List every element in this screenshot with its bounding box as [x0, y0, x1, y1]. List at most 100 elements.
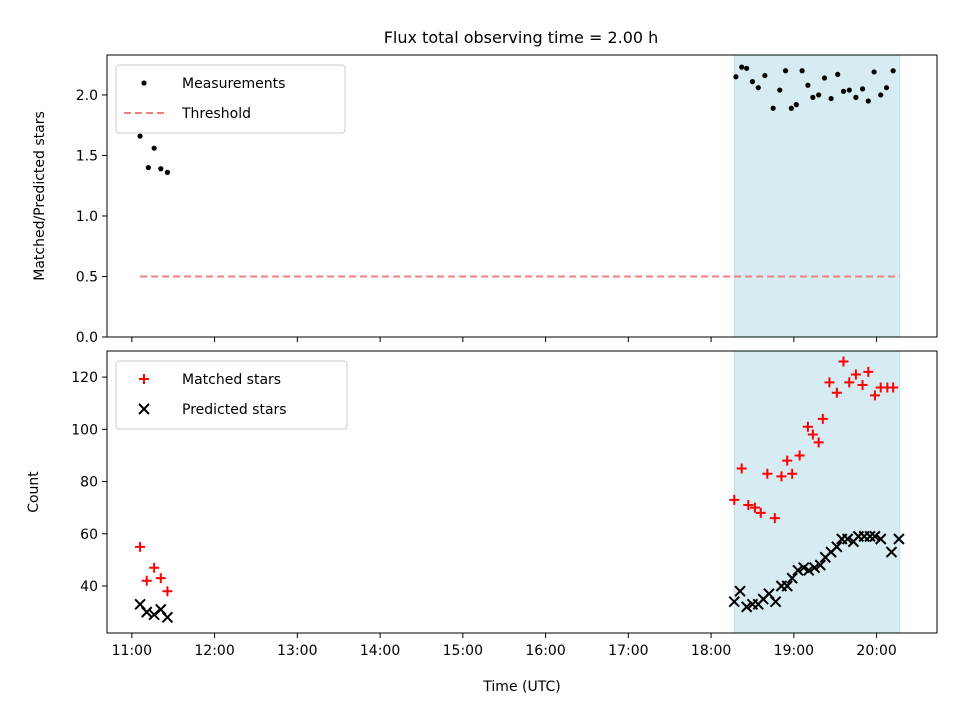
legend-label: Measurements	[182, 76, 285, 92]
y-tick-label: 80	[80, 475, 98, 491]
matched-star-point	[769, 513, 780, 524]
measurement-point	[770, 105, 776, 111]
measurement-point	[733, 74, 739, 80]
x-tick-label: 18:00	[691, 643, 731, 659]
y-axis-label: Matched/Predicted stars	[32, 111, 48, 281]
measurement-point	[883, 85, 890, 91]
measurement-point	[744, 65, 750, 71]
legend-marker-measurements	[141, 80, 147, 86]
measurement-point	[158, 166, 164, 172]
series-predicted-stars	[134, 530, 905, 624]
y-tick-label: 0.5	[76, 269, 98, 285]
measurement-point	[840, 88, 847, 94]
matched-star-point	[794, 450, 805, 461]
predicted-star-point	[740, 601, 753, 613]
measurement-point	[835, 71, 841, 77]
legend-label: Predicted stars	[182, 402, 287, 418]
legend-box	[115, 64, 346, 134]
x-tick-label: 11:00	[112, 643, 152, 659]
chart-title: Flux total observing time = 2.00 h	[384, 28, 659, 47]
matched-star-point	[817, 413, 828, 424]
x-tick-label: 17:00	[608, 643, 648, 659]
legend: Measurements Threshold	[115, 64, 346, 134]
predicted-star-point	[728, 595, 740, 608]
predicted-star-point	[141, 606, 153, 618]
legend-label: Threshold	[181, 106, 251, 122]
matched-star-point	[844, 377, 855, 388]
measurement-point	[755, 85, 761, 91]
y-tick-label: 1.0	[76, 209, 98, 225]
measurement-point	[828, 95, 834, 102]
matched-star-point	[755, 507, 766, 518]
x-tick-label: 14:00	[360, 643, 400, 659]
matched-star-point	[857, 379, 868, 390]
measurement-point	[816, 92, 822, 98]
legend-box	[115, 360, 348, 430]
matched-star-point	[807, 429, 818, 440]
measurement-point	[871, 69, 877, 75]
matched-star-point	[762, 468, 773, 479]
predicted-star-point	[893, 533, 905, 545]
measurement-point	[810, 94, 816, 100]
x-tick-label: 13:00	[277, 643, 317, 659]
matched-star-point	[155, 573, 166, 584]
measurement-point	[762, 72, 768, 79]
legend-marker-predicted	[138, 403, 150, 415]
measurement-point	[865, 98, 871, 104]
predicted-star-point	[875, 533, 887, 545]
x-tick-label: 16:00	[525, 643, 565, 659]
predicted-star-point	[808, 562, 821, 574]
y-tick-label: 100	[71, 422, 98, 438]
matched-star-point	[149, 562, 160, 573]
predicted-star-point	[841, 533, 854, 545]
predicted-star-point	[803, 564, 815, 577]
predicted-star-point	[734, 585, 746, 597]
axes-frame	[106, 350, 938, 634]
measurement-point	[788, 105, 794, 111]
predicted-star-point	[814, 559, 827, 571]
predicted-star-point	[161, 611, 174, 624]
series-matched-stars	[135, 356, 899, 597]
matched-star-point	[813, 437, 824, 448]
y-tick-label: 40	[80, 579, 98, 595]
matched-star-point	[888, 382, 899, 393]
matched-star-point	[736, 463, 747, 474]
x-tick-label: 19:00	[774, 643, 814, 659]
predicted-star-point	[864, 530, 876, 543]
matched-star-point	[162, 586, 173, 597]
x-tick-label: 20:00	[856, 643, 896, 659]
matched-star-point	[787, 468, 798, 479]
measurement-point	[151, 145, 157, 151]
series-measurements	[137, 64, 896, 175]
y-tick-label: 2.0	[76, 88, 98, 104]
axes-frame	[106, 54, 938, 338]
matched-star-point	[776, 471, 787, 482]
legend: Matched stars Predicted stars	[115, 360, 348, 430]
measurement-point	[846, 87, 852, 93]
measurement-point	[853, 94, 859, 100]
observing-window-span	[733, 350, 901, 634]
x-tick-label: 12:00	[194, 643, 234, 659]
measurement-point	[793, 102, 799, 108]
legend-marker-matched	[139, 374, 149, 384]
matched-star-point	[141, 575, 152, 586]
measurement-point	[859, 86, 866, 92]
predicted-star-point	[769, 595, 782, 608]
measurement-point	[878, 92, 884, 98]
matched-star-point	[831, 387, 842, 398]
measurement-point	[164, 169, 171, 175]
x-axis-label: Time (UTC)	[482, 679, 560, 695]
measurement-point	[739, 64, 745, 70]
count-panel: 11:00 12:00 13:00 14:00 15:00 16:00 17:00 18:00…	[26, 350, 938, 695]
y-axis-label: Count	[26, 471, 42, 513]
predicted-star-point	[831, 541, 843, 553]
y-tick-label: 0.0	[76, 330, 98, 346]
measurement-point	[805, 82, 811, 88]
ratio-panel: 0.0 0.5 1.0 1.5 2.0 Matched/Predicted stars Me…	[32, 54, 938, 346]
predicted-star-point	[885, 546, 898, 558]
measurement-point	[145, 164, 151, 171]
y-tick-label: 60	[80, 527, 98, 543]
matched-star-point	[782, 455, 793, 466]
predicted-star-point	[869, 530, 881, 543]
